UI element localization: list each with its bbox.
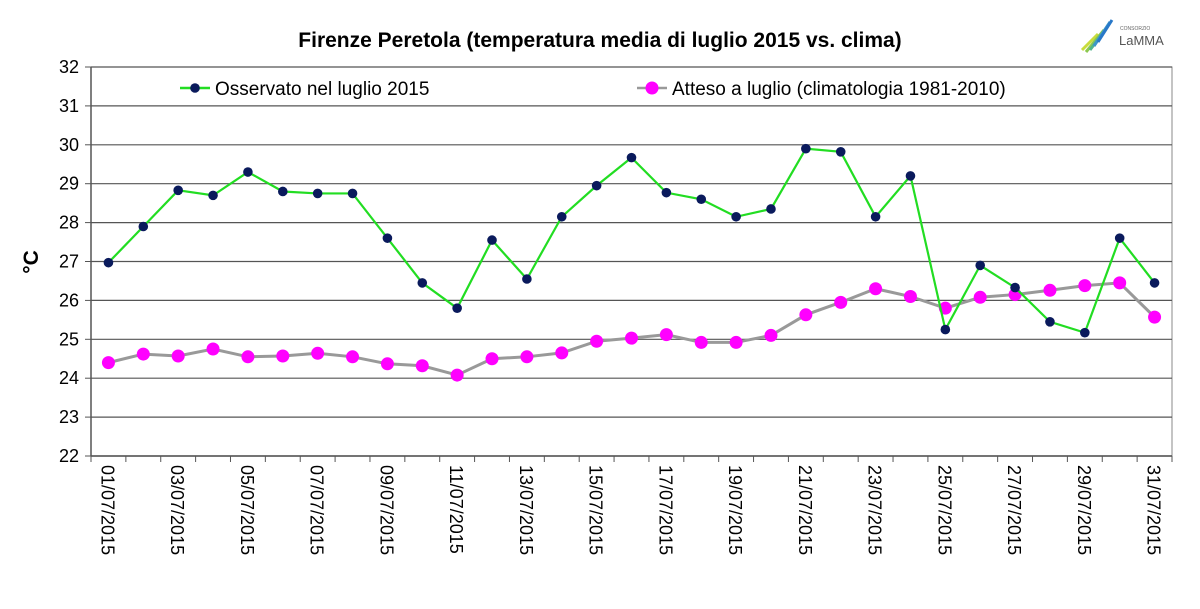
data-point-0 <box>1149 278 1160 288</box>
data-point-1 <box>973 290 987 304</box>
data-point-0 <box>487 235 497 245</box>
data-point-1 <box>450 368 464 382</box>
data-point-0 <box>243 167 253 177</box>
data-point-0 <box>696 194 707 205</box>
data-point-1 <box>380 357 394 371</box>
data-point-0 <box>452 303 462 313</box>
y-axis-label: °C <box>20 250 43 274</box>
data-point-0 <box>905 171 916 181</box>
data-point-0 <box>835 147 846 157</box>
data-point-0 <box>975 260 986 271</box>
data-point-0 <box>731 211 741 222</box>
data-point-0 <box>626 152 637 163</box>
data-point-0 <box>870 211 881 222</box>
data-point-1 <box>869 282 883 296</box>
data-point-1 <box>171 349 185 363</box>
data-point-0 <box>103 257 114 268</box>
logo: CONSORZIO LaMMA <box>1080 19 1164 53</box>
y-tick-label: 30 <box>59 135 79 155</box>
y-tick-label: 23 <box>59 407 79 427</box>
logo-small-text: CONSORZIO <box>1120 26 1150 32</box>
data-point-0 <box>1080 327 1090 338</box>
x-tick-label: 05/07/2015 <box>237 465 257 555</box>
data-point-1 <box>1148 310 1162 324</box>
legend-marker-1 <box>645 81 659 95</box>
y-tick-label: 26 <box>59 290 79 310</box>
data-point-0 <box>556 211 567 222</box>
data-point-0 <box>661 187 672 198</box>
data-point-0 <box>1114 233 1125 243</box>
x-tick-label: 19/07/2015 <box>725 465 745 555</box>
x-tick-label: 03/07/2015 <box>167 465 187 555</box>
logo-mark-icon <box>1080 19 1114 53</box>
data-point-1 <box>311 346 325 360</box>
data-point-1 <box>1078 279 1092 293</box>
data-point-1 <box>659 328 673 342</box>
data-point-1 <box>136 347 150 361</box>
data-point-1 <box>241 350 255 364</box>
legend-label-0: Osservato nel luglio 2015 <box>215 79 429 100</box>
legend-marker-0 <box>190 83 200 93</box>
y-tick-label: 24 <box>59 368 79 388</box>
y-tick-label: 27 <box>59 252 79 272</box>
data-point-0 <box>417 278 428 288</box>
y-tick-label: 29 <box>59 174 79 194</box>
data-point-1 <box>799 308 813 322</box>
data-point-1 <box>101 356 115 370</box>
data-point-0 <box>138 221 149 232</box>
data-point-1 <box>764 328 778 342</box>
data-point-0 <box>801 143 811 154</box>
data-point-0 <box>766 204 776 214</box>
x-tick-label: 27/07/2015 <box>1004 465 1024 555</box>
x-tick-label: 21/07/2015 <box>795 465 815 555</box>
x-tick-label: 31/07/2015 <box>1144 465 1164 555</box>
data-point-1 <box>729 335 743 349</box>
y-tick-label: 25 <box>59 329 79 349</box>
logo-name: LaMMA <box>1119 33 1164 48</box>
x-tick-label: 29/07/2015 <box>1074 465 1094 555</box>
data-point-1 <box>206 342 220 356</box>
data-point-1 <box>1043 283 1057 297</box>
data-point-0 <box>522 274 532 284</box>
data-point-0 <box>382 233 393 243</box>
data-point-1 <box>276 349 290 363</box>
data-point-0 <box>208 190 218 201</box>
data-point-0 <box>591 180 602 191</box>
data-point-1 <box>415 359 429 373</box>
data-point-0 <box>347 188 358 199</box>
data-point-1 <box>625 331 638 345</box>
y-tick-label: 28 <box>59 213 79 233</box>
x-tick-label: 23/07/2015 <box>865 465 885 555</box>
x-tick-label: 17/07/2015 <box>655 465 675 555</box>
data-point-0 <box>1010 282 1020 293</box>
data-point-0 <box>312 188 323 199</box>
data-point-0 <box>277 186 288 197</box>
data-point-1 <box>1113 276 1127 290</box>
x-tick-label: 07/07/2015 <box>307 465 327 555</box>
x-tick-label: 11/07/2015 <box>446 465 466 554</box>
data-point-1 <box>555 346 569 360</box>
data-point-0 <box>1045 316 1055 327</box>
x-tick-label: 25/07/2015 <box>934 465 954 555</box>
data-point-1 <box>485 352 499 366</box>
data-point-1 <box>834 295 848 309</box>
x-tick-label: 13/07/2015 <box>516 465 536 555</box>
x-tick-label: 15/07/2015 <box>586 465 606 555</box>
y-tick-label: 31 <box>59 96 79 116</box>
y-tick-label: 22 <box>59 446 79 466</box>
data-point-1 <box>903 290 917 304</box>
data-point-0 <box>940 324 951 335</box>
legend-label-1: Atteso a luglio (climatologia 1981-2010) <box>672 79 1006 100</box>
data-point-1 <box>694 335 708 349</box>
x-tick-label: 01/07/2015 <box>97 465 117 555</box>
y-tick-label: 32 <box>59 57 79 77</box>
data-point-1 <box>520 350 534 364</box>
data-point-1 <box>590 334 604 348</box>
data-point-0 <box>173 185 183 196</box>
chart-title: Firenze Peretola (temperatura media di l… <box>298 29 901 52</box>
data-point-1 <box>346 350 360 364</box>
x-tick-label: 09/07/2015 <box>376 465 396 555</box>
